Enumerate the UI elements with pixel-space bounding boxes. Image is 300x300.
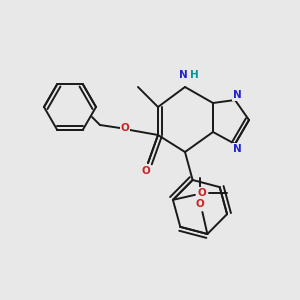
Text: O: O [121,123,129,133]
Text: N: N [232,144,242,154]
Text: N: N [232,90,242,100]
Text: N: N [178,70,188,80]
Text: O: O [197,188,206,198]
Text: O: O [196,199,205,209]
Text: O: O [142,166,150,176]
Text: H: H [190,70,198,80]
